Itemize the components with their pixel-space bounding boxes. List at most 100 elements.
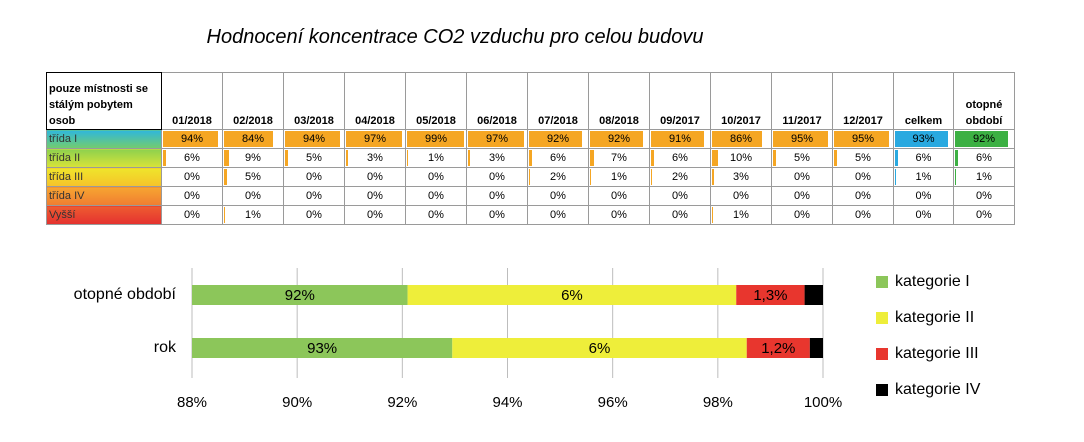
row-label: třída IV: [46, 186, 162, 206]
cell-value: 1%: [428, 152, 444, 164]
cell: 97%: [344, 129, 406, 149]
column-header: pouze místnosti se stálým pobytem osob: [46, 72, 162, 130]
data-bar: [834, 150, 837, 166]
cell: 94%: [283, 129, 345, 149]
x-tick-label: 88%: [177, 394, 207, 411]
cell-value: 0%: [855, 190, 871, 202]
cell-value: 0%: [306, 190, 322, 202]
cell-value: 7%: [611, 152, 627, 164]
data-bar: [529, 150, 533, 166]
row-label: Vyšší: [46, 205, 162, 225]
cell-value: 0%: [428, 209, 444, 221]
data-bar: [529, 131, 583, 147]
data-label: 92%: [285, 287, 315, 304]
data-bar: [407, 150, 408, 166]
cell-value: 5%: [855, 152, 871, 164]
cell-value: 94%: [180, 133, 204, 145]
cell-value: 6%: [672, 152, 688, 164]
column-header: 03/2018: [283, 72, 345, 130]
cell-value: 1%: [976, 171, 992, 183]
column-header: 11/2017: [771, 72, 833, 130]
cell-value: 0%: [976, 209, 992, 221]
cell-value: 97%: [363, 133, 387, 145]
data-bar: [224, 207, 225, 223]
cell-value: 86%: [729, 133, 753, 145]
cell-value: 9%: [245, 152, 261, 164]
data-bar: [895, 169, 896, 185]
legend-label: kategorie IV: [895, 381, 981, 398]
cell-value: 2%: [550, 171, 566, 183]
cell-value: 0%: [550, 209, 566, 221]
cell-value: 0%: [672, 209, 688, 221]
cell-value: 92%: [972, 133, 996, 145]
cell-value: 0%: [306, 171, 322, 183]
cell: 7%: [588, 148, 650, 168]
cell-value: 3%: [733, 171, 749, 183]
data-bar: [163, 131, 218, 147]
data-bar: [955, 169, 956, 185]
column-header: 10/2017: [710, 72, 772, 130]
column-header: 06/2018: [466, 72, 528, 130]
cell: 0%: [283, 205, 345, 225]
cell: 0%: [161, 167, 223, 187]
bar: [809, 338, 823, 358]
x-tick-label: 100%: [804, 394, 842, 411]
bar: [192, 338, 453, 358]
legend-swatch: [876, 312, 888, 324]
cell-value: 84%: [241, 133, 265, 145]
cell: 0%: [527, 205, 589, 225]
data-bar: [651, 169, 653, 185]
data-label: 1,3%: [753, 287, 787, 304]
column-header: 12/2017: [832, 72, 894, 130]
cell-value: 0%: [733, 190, 749, 202]
column-header: 05/2018: [405, 72, 467, 130]
data-bar: [468, 150, 470, 166]
cell-value: 0%: [550, 190, 566, 202]
cell: 10%: [710, 148, 772, 168]
cell: 0%: [222, 186, 284, 206]
y-tick-label: otopné období: [74, 286, 177, 303]
bar: [192, 285, 408, 305]
cell-value: 0%: [184, 171, 200, 183]
data-bar: [590, 131, 644, 147]
cell-value: 0%: [489, 209, 505, 221]
cell: 0%: [953, 205, 1015, 225]
data-bar: [285, 150, 288, 166]
cell-value: 0%: [794, 190, 810, 202]
table-row: třída II 6% 9% 5% 3% 1% 3% 6% 7% 6% 10% 5% 5% 6% 6%: [46, 148, 1015, 168]
cell-value: 6%: [915, 152, 932, 164]
bar: [407, 285, 737, 305]
cell-value: 92%: [546, 133, 570, 145]
cell-value: 0%: [428, 171, 444, 183]
data-bar: [773, 131, 829, 147]
cell-value: 0%: [184, 190, 200, 202]
data-bar: [834, 131, 890, 147]
cell: 0%: [161, 205, 223, 225]
cell-value: 0%: [367, 209, 383, 221]
data-bar: [895, 150, 899, 166]
data-bar: [712, 169, 714, 185]
cell-value: 2%: [672, 171, 688, 183]
data-bar: [712, 207, 713, 223]
bar: [452, 338, 747, 358]
data-bar: [955, 131, 1009, 147]
cell: 9%: [222, 148, 284, 168]
legend-swatch: [876, 348, 888, 360]
cell-value: 1%: [611, 171, 627, 183]
data-bar: [529, 169, 531, 185]
cell: 0%: [405, 167, 467, 187]
cell-value: 94%: [302, 133, 326, 145]
data-bar: [224, 150, 230, 166]
cell-value: 0%: [367, 190, 383, 202]
x-tick-label: 90%: [282, 394, 312, 411]
data-bar: [712, 131, 762, 147]
cell-value: 99%: [424, 133, 448, 145]
cell: 1%: [953, 167, 1015, 187]
row-label: třída III: [46, 167, 162, 187]
cell-value: 0%: [672, 190, 688, 202]
cell: 6%: [649, 148, 711, 168]
bar: [804, 285, 823, 305]
cell: 0%: [771, 186, 833, 206]
cell-value: 97%: [485, 133, 509, 145]
legend-swatch: [876, 276, 888, 288]
